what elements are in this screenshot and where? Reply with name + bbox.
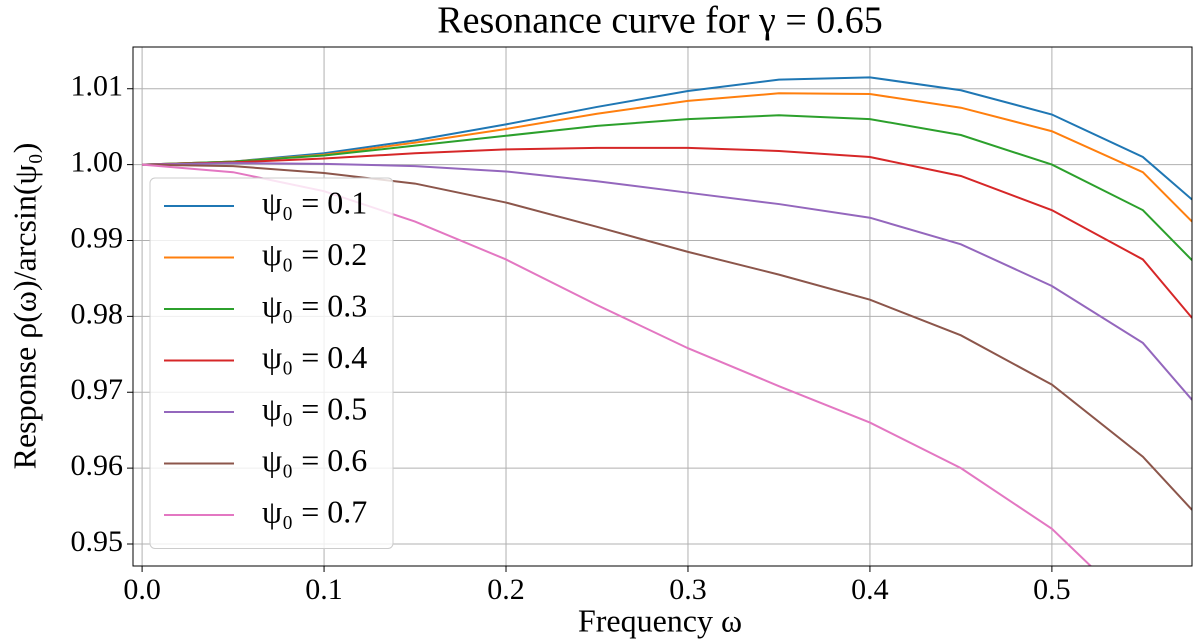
line bbox=[142, 76, 1192, 201]
y-tick-label: 0.97 bbox=[71, 373, 124, 406]
legend-label: ψ₀ = 0.6 bbox=[262, 442, 367, 478]
y-tick-label: 1.01 bbox=[71, 70, 124, 103]
legend-label: ψ₀ = 0.4 bbox=[262, 339, 367, 375]
y-tick-label: 0.96 bbox=[71, 449, 124, 482]
legend-box bbox=[149, 177, 394, 549]
x-tick-label: 0.5 bbox=[1033, 573, 1071, 606]
line bbox=[142, 162, 1192, 401]
x-tick-label: 0.3 bbox=[669, 573, 707, 606]
x-tick-label: 0.0 bbox=[123, 573, 161, 606]
legend-label: ψ₀ = 0.1 bbox=[262, 184, 367, 220]
legend: ψ₀ = 0.1 ψ₀ = 0.2 ψ₀ = 0.3 ψ₀ = 0.4 ψ₀ = 0.5… bbox=[149, 177, 394, 549]
plot-frame bbox=[132, 46, 1193, 567]
y-tick-label: 1.00 bbox=[71, 146, 124, 179]
legend-label: ψ₀ = 0.2 bbox=[262, 236, 367, 272]
line bbox=[142, 163, 1192, 511]
y-tick-label: 0.98 bbox=[71, 297, 124, 330]
y-tick-label: 0.99 bbox=[71, 221, 124, 254]
legend-label: ψ₀ = 0.3 bbox=[262, 287, 367, 323]
x-axis-label: Frequency ω bbox=[578, 602, 742, 638]
x-tick-label: 0.2 bbox=[487, 573, 525, 606]
y-axis-label: Response ρ(ω)/arcsin(ψ₀) bbox=[6, 143, 42, 470]
legend-label: ψ₀ = 0.7 bbox=[262, 493, 367, 529]
chart-title: Resonance curve for γ = 0.65 bbox=[437, 0, 883, 42]
x-tick-label: 0.1 bbox=[305, 573, 343, 606]
line bbox=[142, 146, 1192, 319]
y-tick-label: 0.95 bbox=[71, 525, 124, 558]
legend-label: ψ₀ = 0.5 bbox=[262, 390, 367, 426]
x-tick-label: 0.4 bbox=[851, 573, 889, 606]
line bbox=[142, 114, 1192, 261]
